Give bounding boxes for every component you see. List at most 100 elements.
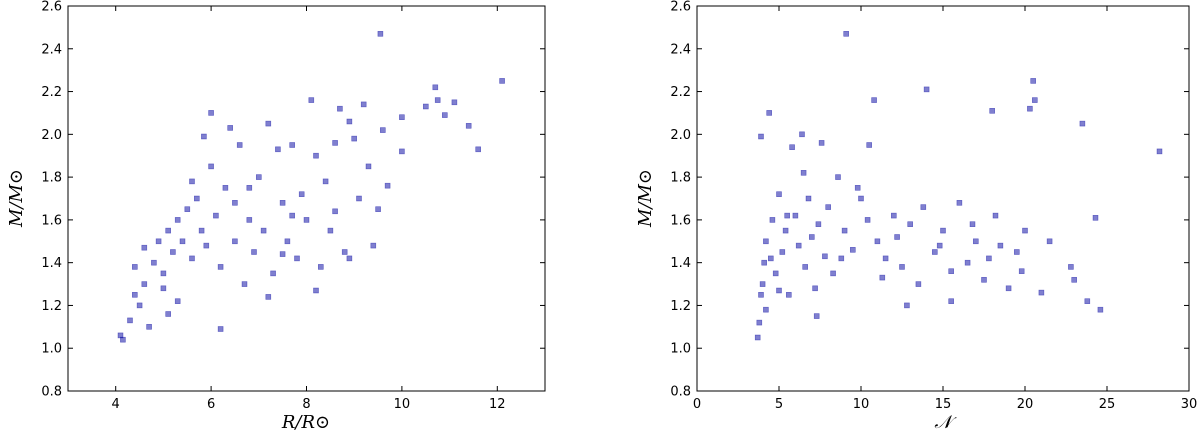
scatter-point — [399, 114, 405, 120]
scatter-point — [758, 133, 764, 140]
scatter-point — [313, 152, 319, 159]
scatter-point — [1038, 289, 1045, 296]
scatter-point — [830, 270, 836, 277]
scatter-point — [365, 163, 372, 170]
y-tick-label: 1.6 — [41, 213, 62, 228]
scatter-point — [246, 217, 253, 223]
scatter-point — [874, 238, 881, 245]
scatter-point — [795, 242, 802, 249]
scatter-point — [360, 101, 367, 108]
scatter-point — [499, 78, 505, 84]
scatter-point — [785, 291, 792, 298]
x-tick-label: 6 — [207, 397, 215, 412]
scatter-point — [317, 264, 324, 270]
scatter-point — [174, 298, 181, 305]
scatter-point — [784, 212, 791, 219]
scatter-point — [841, 227, 848, 234]
x-tick-label: 8 — [302, 397, 310, 412]
y-tick-label: 2.0 — [41, 128, 62, 143]
scatter-point — [1084, 298, 1091, 305]
y-tick-label: 1.0 — [670, 342, 691, 357]
scatter-point — [800, 170, 807, 176]
scatter-point — [758, 291, 764, 298]
scatter-point — [808, 234, 815, 240]
y-tick-label: 1.4 — [670, 256, 691, 271]
scatter-point — [189, 255, 195, 262]
x-tick-label: 20 — [1017, 397, 1034, 412]
y-tick-label: 1.6 — [670, 213, 691, 228]
scatter-point — [772, 270, 779, 277]
scatter-point — [132, 264, 138, 270]
scatter-panel-left: 4 6 8 10 12 0.8 1.0 1.2 1.4 1.6 1.8 2.0 2.2 2.4 2.6 R… — [6, 0, 546, 433]
scatter-point — [835, 174, 841, 180]
scatter-point — [341, 249, 348, 255]
x-tick-label: 10 — [853, 397, 870, 412]
scatter-point — [127, 317, 133, 324]
scatter-point — [155, 238, 162, 245]
scatter-point — [789, 144, 795, 150]
scatter-points — [754, 30, 1163, 341]
scatter-point — [432, 84, 439, 91]
scatter-point — [825, 204, 832, 210]
scatter-point — [1032, 97, 1038, 103]
scatter-point — [313, 287, 319, 294]
y-tick-label: 1.8 — [41, 171, 62, 186]
scatter-point — [763, 306, 769, 313]
scatter-point — [141, 281, 148, 287]
scatter-point — [279, 251, 286, 257]
scatter-point — [882, 255, 889, 262]
scatter-point — [779, 249, 786, 255]
y-ticks: 0.8 1.0 1.2 1.4 1.6 1.8 2.0 2.2 2.4 2.6 — [670, 0, 1189, 400]
scatter-point — [422, 103, 429, 110]
scatter-point — [782, 227, 789, 234]
scatter-point — [879, 274, 886, 281]
scatter-point — [1156, 148, 1163, 155]
scatter-point — [1005, 285, 1012, 292]
scatter-point — [969, 221, 976, 227]
scatter-point — [1018, 268, 1025, 275]
scatter-point — [132, 291, 138, 298]
scatter-point — [931, 249, 938, 255]
scatter-point — [346, 255, 353, 262]
y-tick-label: 0.8 — [670, 385, 691, 400]
y-tick-label: 2.2 — [41, 85, 62, 100]
scatter-point — [802, 264, 809, 270]
scatter-point — [1097, 306, 1104, 313]
y-tick-label: 1.4 — [41, 256, 62, 271]
scatter-point — [920, 204, 927, 210]
scatter-point — [289, 142, 296, 148]
scatter-point — [763, 238, 769, 245]
scatter-point — [332, 140, 338, 146]
scatter-point — [232, 200, 238, 206]
scatter-panel-right: 0 5 10 15 20 25 30 0.8 1.0 1.2 1.4 1.6 1.8 2.0 2.2 2.4… — [635, 0, 1197, 433]
scatter-point — [769, 217, 776, 223]
scatter-point — [434, 97, 441, 103]
scatter-points — [117, 30, 505, 343]
scatter-point — [1030, 78, 1036, 84]
scatter-point — [792, 212, 799, 219]
scatter-point — [838, 255, 845, 262]
scatter-point — [270, 270, 276, 277]
x-ticks: 0 5 10 15 20 25 30 — [693, 6, 1197, 412]
x-axis-label: 𝒩 — [934, 412, 957, 433]
y-tick-label: 1.2 — [670, 299, 691, 314]
scatter-point — [332, 208, 338, 215]
scatter-point — [375, 206, 381, 212]
scatter-point — [251, 249, 257, 255]
scatter-point — [761, 259, 768, 266]
scatter-point — [203, 242, 210, 249]
scatter-point — [805, 195, 812, 202]
scatter-point — [849, 247, 856, 253]
scatter-point — [989, 108, 996, 114]
scatter-point — [184, 206, 191, 212]
scatter-point — [822, 253, 828, 260]
y-tick-label: 1.8 — [670, 171, 691, 186]
scatter-point — [818, 140, 825, 146]
x-tick-label: 15 — [935, 397, 952, 412]
scatter-point — [246, 185, 253, 191]
scatter-point — [815, 221, 822, 227]
scatter-point — [370, 242, 377, 249]
scatter-point — [194, 195, 200, 202]
scatter-point — [279, 200, 286, 206]
scatter-point — [948, 268, 955, 275]
